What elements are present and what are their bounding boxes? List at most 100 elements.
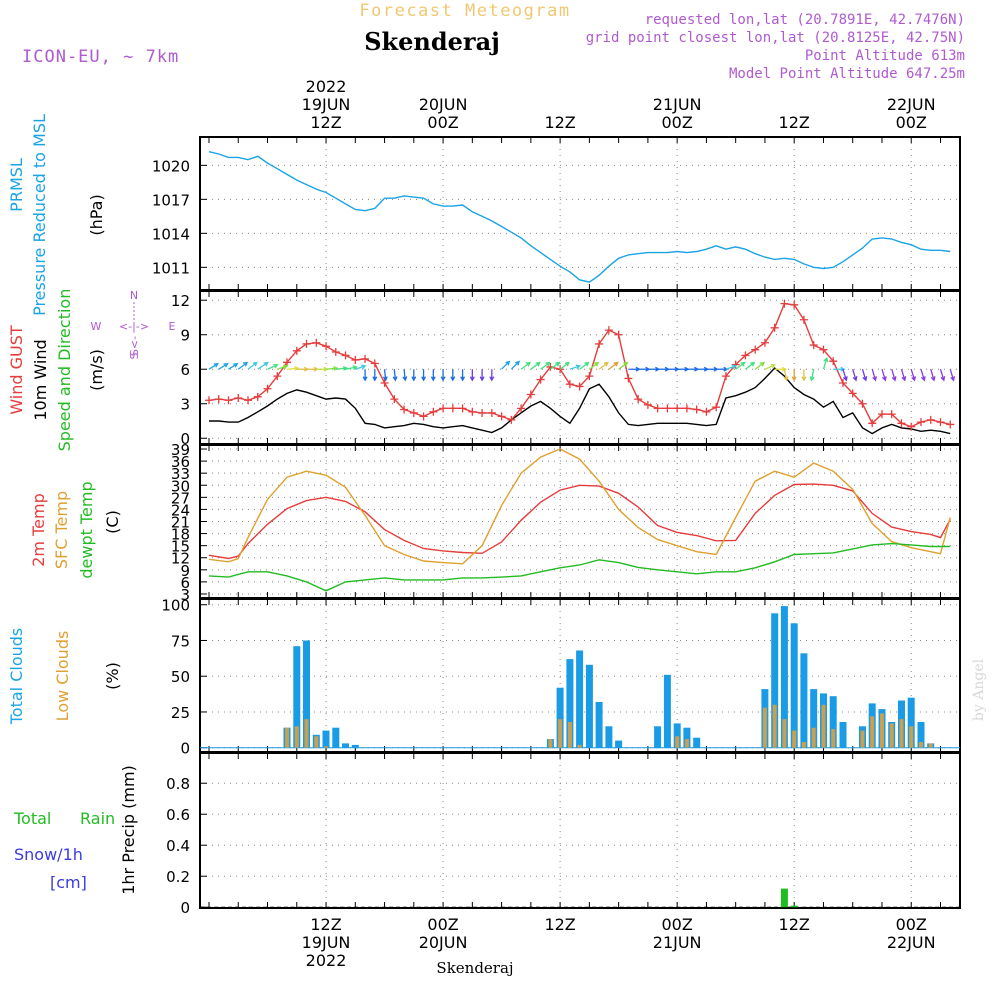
compass-ew-arrow: <-|->	[119, 320, 149, 333]
low-clouds-label: Low Clouds	[53, 631, 72, 722]
low-cloud-bar	[577, 744, 582, 748]
wind-direction-arrow	[267, 363, 279, 370]
wind-direction-arrow	[949, 369, 956, 382]
model-name: ICON-EU, ~ 7km	[22, 47, 179, 67]
total-cloud-bar	[790, 623, 798, 748]
y-tick-label: 1014	[152, 225, 190, 243]
wind-direction-arrow	[430, 369, 436, 382]
gust-marker	[624, 374, 633, 383]
gust-marker	[224, 396, 233, 405]
top-time-label: 00Z	[896, 113, 927, 132]
gust-marker	[302, 339, 311, 348]
gust-marker	[468, 407, 477, 416]
point-altitude: Point Altitude 613m	[805, 48, 965, 64]
bottom-time-label: 21JUN	[653, 933, 702, 952]
gust-marker	[760, 338, 769, 347]
compass-north: N	[130, 289, 138, 302]
gust-marker	[643, 400, 652, 409]
wind-direction-arrow	[411, 369, 417, 382]
wind-direction-arrow	[809, 369, 815, 382]
y-tick-label: 24	[171, 501, 190, 519]
wind-direction-arrow	[257, 361, 269, 370]
y-tick-label: 1011	[152, 259, 190, 277]
gust-marker	[741, 351, 750, 360]
gust-marker	[263, 384, 272, 393]
wind-direction-arrow	[530, 361, 541, 370]
rain-bar	[790, 905, 798, 908]
wind-direction-arrow	[920, 369, 926, 382]
y-tick-label: 6	[180, 574, 190, 592]
gust-marker	[887, 410, 896, 419]
gust-marker	[517, 404, 526, 413]
y-tick-label: 21	[171, 514, 190, 532]
low-cloud-bar	[675, 736, 680, 748]
top-time-label: 00Z	[661, 113, 692, 132]
gust-marker	[478, 408, 487, 417]
low-cloud-bar	[762, 707, 767, 748]
total-cloud-bar	[566, 659, 574, 748]
compass-west: W	[91, 320, 102, 333]
gust-marker	[809, 341, 818, 350]
y-tick-label: 12	[171, 292, 190, 310]
wind-direction-arrow	[460, 369, 466, 382]
sfc-temp-line	[208, 448, 951, 565]
wind-direction-arrow	[382, 369, 388, 382]
gust-marker	[361, 354, 370, 363]
top-time-label: 12Z	[310, 113, 341, 132]
gust-marker	[780, 299, 789, 308]
gust-marker	[595, 339, 604, 348]
top-time-label: 12Z	[779, 113, 810, 132]
gust-marker	[312, 338, 321, 347]
total-cloud-bar	[351, 744, 359, 748]
top-time-label: 20JUN	[419, 95, 468, 114]
wind-direction-arrow	[228, 362, 239, 370]
wind-direction-arrow	[667, 366, 680, 372]
compass-east: E	[169, 320, 176, 333]
gust-marker	[214, 395, 223, 404]
y-tick-label: 0	[180, 430, 190, 448]
low-cloud-bar	[870, 716, 875, 748]
wind-direction-label: Speed and Direction	[55, 289, 74, 452]
gust-marker	[273, 372, 282, 381]
wind-direction-arrow	[910, 369, 917, 382]
wind-direction-arrow	[657, 366, 670, 372]
bottom-time-label: 22JUN	[887, 933, 936, 952]
wind-direction-arrow	[402, 369, 408, 382]
wind-direction-arrow	[247, 361, 258, 370]
wind-direction-arrow	[325, 366, 339, 371]
gust-marker	[907, 422, 916, 431]
low-cloud-bar	[548, 739, 553, 748]
wind-direction-arrow	[440, 369, 446, 382]
gust-marker	[673, 404, 682, 413]
t2m-label: 2m Temp	[29, 493, 48, 567]
gust-marker	[653, 404, 662, 413]
bottom-time-label: 00Z	[896, 915, 927, 934]
wind-direction-arrow	[871, 369, 877, 382]
y-tick-label: 1020	[152, 157, 190, 175]
low-cloud-bar	[684, 739, 689, 748]
gust-marker	[565, 380, 574, 389]
wind-direction-arrow	[286, 365, 300, 371]
gust-marker	[429, 407, 438, 416]
total-label: Total	[13, 809, 51, 828]
precip-unit: 1hr Precip (mm)	[119, 765, 138, 895]
y-tick-label: 100	[161, 597, 190, 615]
gust-marker	[458, 404, 467, 413]
wind-direction-arrow	[833, 366, 846, 372]
top-time-label: 21JUN	[653, 95, 702, 114]
rain-bar	[780, 888, 788, 908]
wind-direction-arrow	[316, 366, 329, 372]
total-cloud-bar	[585, 664, 593, 748]
gust-marker	[751, 345, 760, 354]
low-cloud-bar	[567, 722, 572, 748]
top-time-label: 12Z	[544, 113, 575, 132]
low-cloud-bar	[811, 727, 816, 748]
wind-direction-arrow	[510, 360, 521, 370]
wind-direction-arrow	[891, 369, 897, 382]
dewpoint-label: dewpt Temp	[77, 481, 96, 578]
wind-direction-arrow	[208, 362, 219, 370]
requested-location: requested lon,lat (20.7891E, 42.7476N)	[645, 12, 965, 28]
total-cloud-bar	[332, 727, 340, 748]
bottom-time-label: 12Z	[544, 915, 575, 934]
